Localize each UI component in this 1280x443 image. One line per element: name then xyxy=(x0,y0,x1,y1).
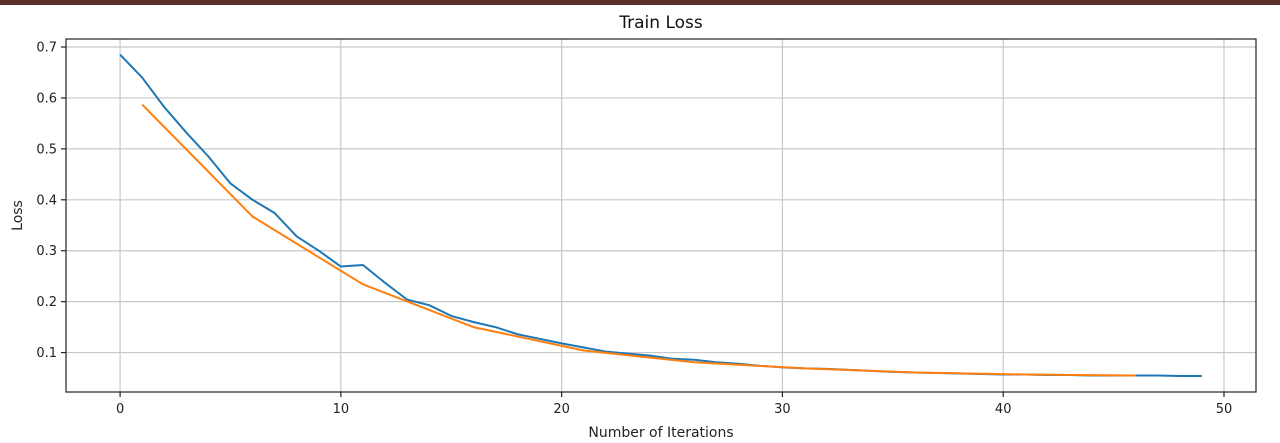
y-tick-label: 0.4 xyxy=(36,193,57,208)
x-tick-label: 40 xyxy=(995,402,1012,417)
grid-lines xyxy=(66,39,1256,392)
series-lines xyxy=(119,53,1202,378)
x-axis-label: Number of Iterations xyxy=(588,425,733,441)
y-tick-label: 0.5 xyxy=(36,142,57,157)
y-tick-label: 0.2 xyxy=(36,295,57,310)
plot-frame xyxy=(65,38,1257,393)
x-tick-label: 30 xyxy=(774,402,791,417)
y-tick-label: 0.1 xyxy=(36,346,57,361)
series-line-2 xyxy=(141,103,1136,377)
x-tick-label: 0 xyxy=(116,402,124,417)
axis-ticks: 0 10 20 30 40 50 0.1 0.2 0.3 0.4 0.5 0.6 0.7 xyxy=(36,40,1232,417)
y-tick-label: 0.6 xyxy=(36,91,57,106)
x-tick-label: 10 xyxy=(333,402,350,417)
x-tick-label: 20 xyxy=(553,402,570,417)
window-top-bar xyxy=(0,0,1280,5)
y-tick-label: 0.3 xyxy=(36,244,57,259)
x-tick-label: 50 xyxy=(1216,402,1233,417)
series-line-1 xyxy=(119,53,1202,378)
y-tick-label: 0.7 xyxy=(36,40,57,55)
chart-title: Train Loss xyxy=(618,13,703,33)
y-axis-label: Loss xyxy=(10,200,26,231)
